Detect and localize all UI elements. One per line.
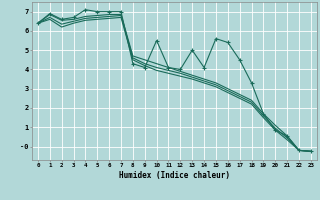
X-axis label: Humidex (Indice chaleur): Humidex (Indice chaleur) [119,171,230,180]
